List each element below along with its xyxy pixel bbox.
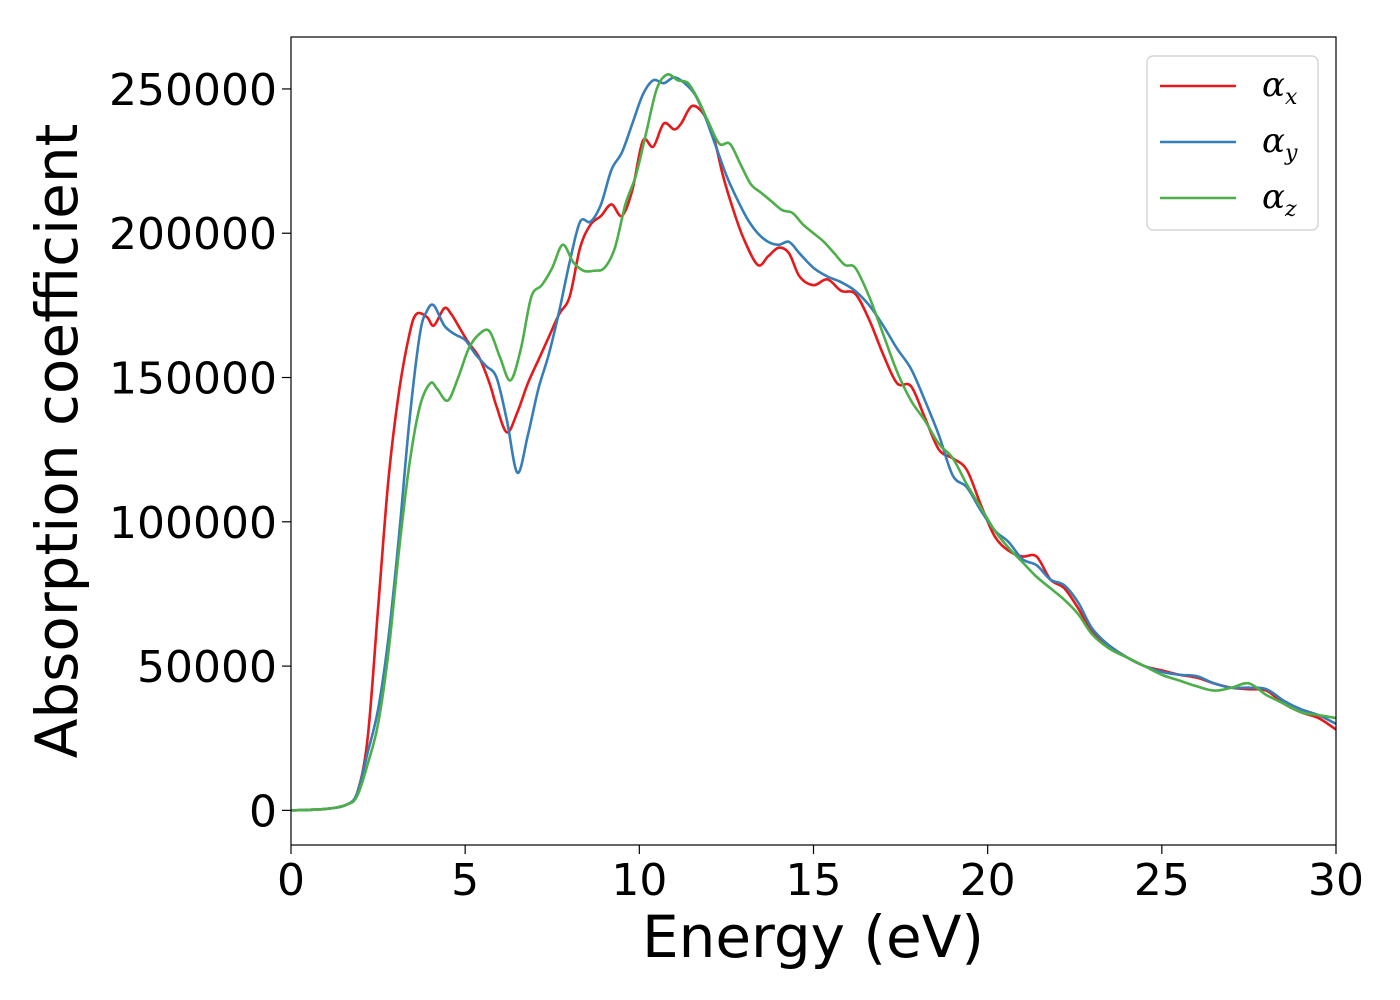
x-tick-label: 10: [611, 855, 667, 906]
y-tick-label: 50000: [137, 642, 277, 693]
series-line-z: [291, 73, 1336, 812]
y-tick-label: 250000: [109, 65, 277, 116]
series-line-x: [291, 104, 1336, 812]
y-tick-label: 100000: [109, 498, 277, 549]
y-tick-label: 150000: [109, 354, 277, 405]
series-line-y: [291, 76, 1336, 812]
x-axis-title: Energy (eV): [642, 903, 984, 971]
series-layer: [291, 73, 1336, 812]
x-tick-label: 20: [960, 855, 1016, 906]
x-axis-ticks: 0 5 10 15 20 25 30: [277, 845, 1364, 906]
y-axis-ticks: 0 50000 100000 150000 200000 250000: [109, 65, 291, 837]
x-tick-label: 25: [1134, 855, 1190, 906]
x-tick-label: 5: [451, 855, 479, 906]
x-tick-label: 30: [1308, 855, 1364, 906]
x-tick-label: 15: [786, 855, 842, 906]
y-tick-label: 200000: [109, 209, 277, 260]
x-tick-label: 0: [277, 855, 305, 906]
y-axis-title: Absorption coefficient: [23, 124, 91, 759]
y-tick-label: 0: [249, 786, 277, 837]
